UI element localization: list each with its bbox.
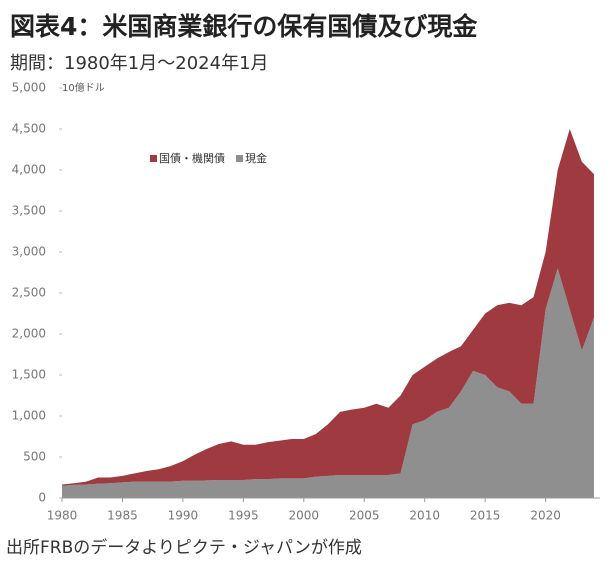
x-tick-label: 1995 bbox=[228, 509, 259, 523]
y-tick-label: 2,500 bbox=[12, 286, 46, 300]
y-tick-label: 3,000 bbox=[12, 245, 46, 259]
legend-swatch bbox=[150, 155, 157, 162]
x-tick-label: 2020 bbox=[530, 509, 561, 523]
y-tick-label: 3,500 bbox=[12, 204, 46, 218]
x-tick-label: 1985 bbox=[107, 509, 138, 523]
y-unit: 10億ドル bbox=[62, 81, 105, 94]
legend-label: 国債・機関債 bbox=[159, 151, 225, 165]
chart-title: 図表4：米国商業銀行の保有国債及び現金 bbox=[10, 12, 478, 41]
y-tick-label: 2,000 bbox=[12, 327, 46, 341]
x-tick-label: 2005 bbox=[349, 509, 380, 523]
y-tick-label: 1,000 bbox=[12, 409, 46, 423]
y-tick-label: 4,000 bbox=[12, 163, 46, 177]
y-tick-label: 4,500 bbox=[12, 122, 46, 136]
y-tick-label: 5,000 bbox=[12, 81, 46, 95]
x-tick-label: 1990 bbox=[168, 509, 199, 523]
y-tick-label: 1,500 bbox=[12, 368, 46, 382]
x-tick-label: 2000 bbox=[289, 509, 320, 523]
y-tick-label: 500 bbox=[23, 450, 46, 464]
source-note: 出所FRBのデータよりピクテ・ジャパンが作成 bbox=[6, 537, 362, 558]
area bbox=[62, 268, 594, 498]
x-tick-label: 2010 bbox=[409, 509, 440, 523]
x-tick-label: 1980 bbox=[47, 509, 78, 523]
x-tick-label: 2015 bbox=[470, 509, 501, 523]
legend-label: 現金 bbox=[245, 151, 267, 165]
chart-subtitle: 期間：1980年1月～2024年1月 bbox=[10, 53, 269, 74]
legend-swatch bbox=[236, 155, 243, 162]
y-tick-label: 0 bbox=[38, 491, 46, 505]
